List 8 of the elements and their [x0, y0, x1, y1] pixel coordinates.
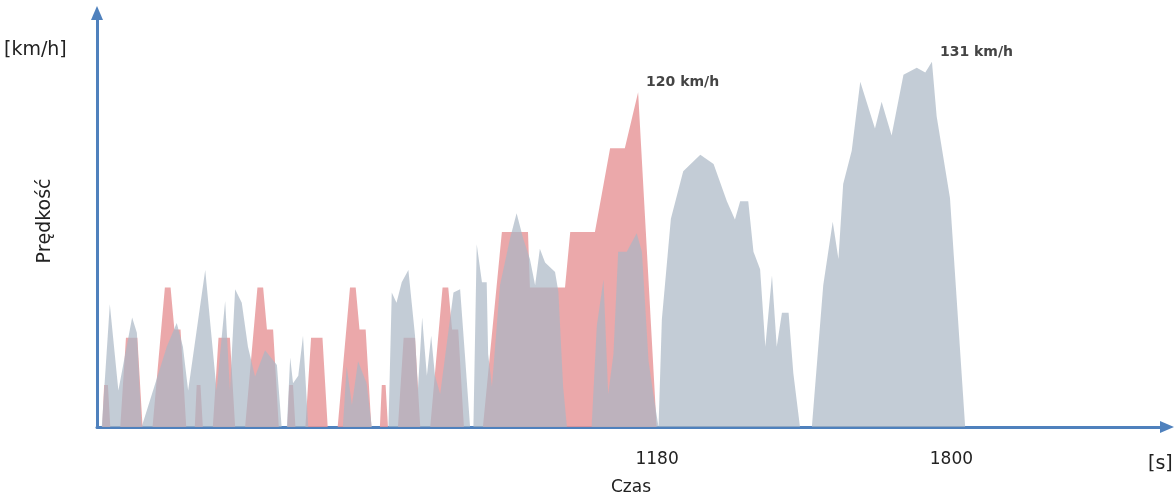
annotation: 131 km/h: [939, 42, 1014, 59]
text: [s]: [1148, 450, 1173, 473]
text: [km/h]: [4, 36, 67, 59]
x-axis-title: Czas: [610, 475, 652, 496]
annotation: 120 km/h: [646, 73, 720, 90]
x-tick-label: 1800: [929, 447, 974, 468]
x-tick-label: 1180: [635, 447, 679, 468]
y-axis-title: Prędkość: [31, 178, 54, 264]
